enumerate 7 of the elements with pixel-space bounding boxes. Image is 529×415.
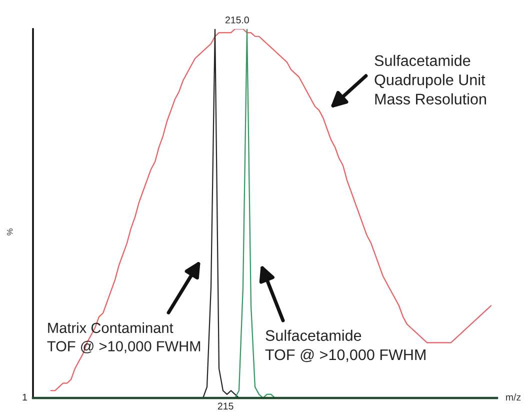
annotation: Sulfacetamide Quadrupole Unit Mass Resolution <box>374 54 486 104</box>
x-axis-title: m/z <box>506 393 521 401</box>
text: 215.0 <box>225 16 249 24</box>
text: 215 <box>218 402 234 410</box>
text: 1 <box>22 394 27 401</box>
annotation: Sulfacetamide TOF @ >10,000 FWHM <box>265 330 426 362</box>
y-axis-title: % <box>6 228 13 236</box>
